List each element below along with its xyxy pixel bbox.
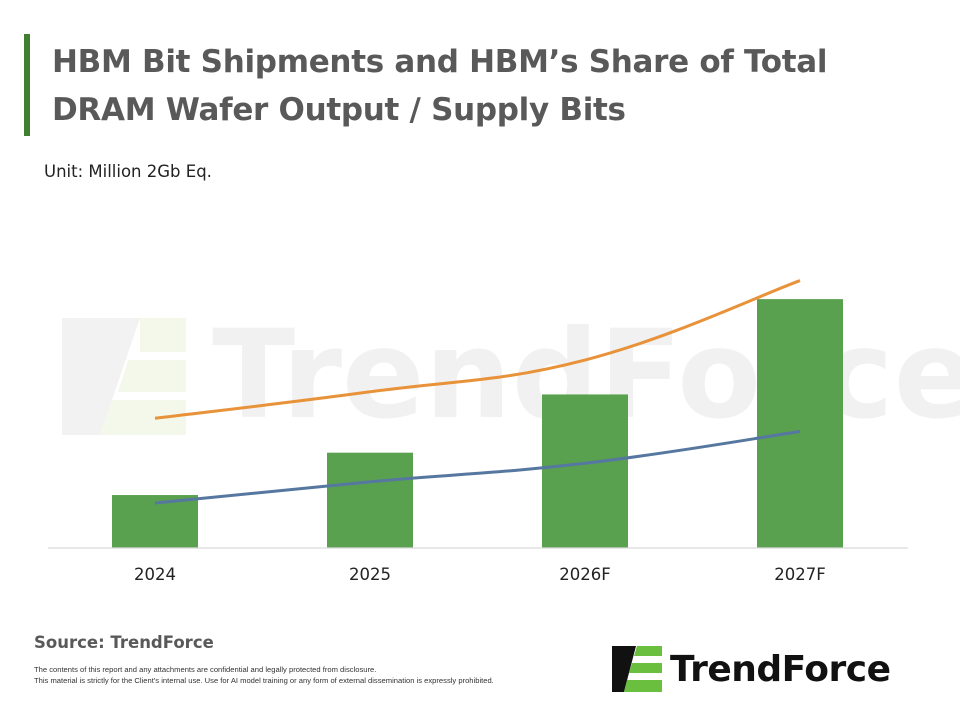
x-tick-labels: 2024 2025 2026F 2027F — [134, 565, 826, 584]
blue-series-line — [154, 430, 801, 505]
disclaimer: The contents of this report and any atta… — [34, 664, 614, 686]
chart-title: HBM Bit Shipments and HBM’s Share of Tot… — [52, 44, 828, 128]
source-label: Source: TrendForce — [34, 633, 214, 652]
unit-label: Unit: Million 2Gb Eq. — [44, 162, 212, 181]
title-accent-bar — [24, 34, 30, 136]
orange-series-line — [154, 279, 801, 420]
watermark-logo-icon — [62, 318, 186, 435]
disclaimer-line-1: The contents of this report and any atta… — [34, 665, 377, 674]
x-tick-label-2027F: 2027F — [774, 565, 825, 584]
trendforce-logo: TrendForce — [612, 646, 891, 692]
bars — [112, 299, 843, 548]
bar-2027F — [757, 299, 843, 548]
disclaimer-line-2: This material is strictly for the Client… — [34, 676, 494, 685]
x-tick-label-2025: 2025 — [349, 565, 391, 584]
trendforce-logo-icon — [612, 646, 662, 692]
x-tick-label-2026F: 2026F — [559, 565, 610, 584]
bar-2025 — [327, 452, 413, 548]
bar-2026F — [542, 394, 628, 548]
logo-text: TrendForce — [670, 648, 891, 690]
x-tick-label-2024: 2024 — [134, 565, 176, 584]
bar-2024 — [112, 495, 198, 548]
